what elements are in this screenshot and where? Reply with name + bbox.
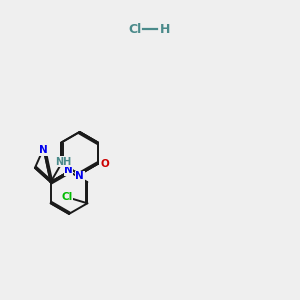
Text: H: H [160,23,171,36]
Text: N: N [64,165,73,175]
Text: O: O [101,159,110,169]
Text: NH: NH [55,157,71,167]
Text: N: N [75,171,84,182]
Text: Cl: Cl [128,23,141,36]
Text: Cl: Cl [61,192,73,202]
Text: N: N [39,145,48,155]
